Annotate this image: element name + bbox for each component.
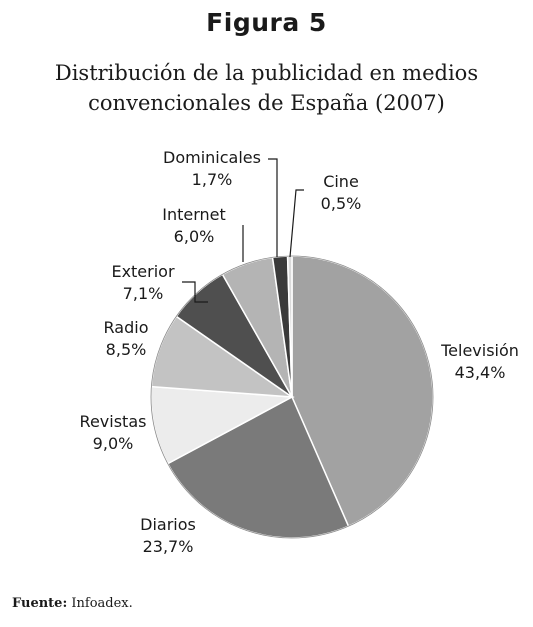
slice-name-cine: Cine — [323, 172, 359, 191]
slice-value-internet: 6,0% — [174, 227, 215, 246]
figure-label: Figura 5 — [206, 8, 327, 37]
chart-title: Distribución de la publicidad en medios … — [0, 58, 533, 118]
source-note: Fuente: Infoadex. — [12, 596, 133, 611]
leader-line-dominicales — [268, 158, 278, 257]
slice-value-television: 43,4% — [455, 363, 506, 382]
slice-value-radio: 8,5% — [106, 340, 147, 359]
slice-name-radio: Radio — [104, 318, 149, 337]
leader-line-cine — [289, 189, 304, 258]
source-label: Fuente: — [12, 596, 68, 611]
slice-value-exterior: 7,1% — [123, 284, 164, 303]
slice-name-internet: Internet — [162, 205, 226, 224]
slice-label-dominicales: Dominicales 1,7% — [163, 148, 261, 189]
slice-value-cine: 0,5% — [321, 194, 362, 213]
slice-name-diarios: Diarios — [140, 515, 196, 534]
slice-value-revistas: 9,0% — [93, 434, 134, 453]
source-value: Infoadex. — [71, 596, 133, 611]
leader-lines — [182, 158, 304, 303]
slice-label-exterior: Exterior 7,1% — [111, 262, 175, 303]
pie-outline — [150, 255, 434, 539]
chart-title-line-1: Distribución de la publicidad en medios — [54, 61, 479, 85]
slice-label-diarios: Diarios 23,7% — [140, 515, 196, 556]
slice-labels: Televisión 43,4%Diarios 23,7%Revistas 9,0%R… — [80, 148, 519, 556]
pie-slices — [150, 255, 434, 539]
leader-line-exterior — [182, 281, 208, 303]
slice-name-revistas: Revistas — [80, 412, 147, 431]
slice-name-dominicales: Dominicales — [163, 148, 261, 167]
slice-label-television: Televisión 43,4% — [440, 341, 519, 382]
slice-name-exterior: Exterior — [111, 262, 175, 281]
slice-name-television: Televisión — [440, 341, 519, 360]
slice-label-internet: Internet 6,0% — [162, 205, 226, 246]
slice-label-revistas: Revistas 9,0% — [80, 412, 147, 453]
slice-value-dominicales: 1,7% — [192, 170, 233, 189]
chart-title-line-2: convencionales de España (2007) — [88, 91, 445, 115]
slice-value-diarios: 23,7% — [143, 537, 194, 556]
slice-label-radio: Radio 8,5% — [104, 318, 149, 359]
slice-label-cine: Cine 0,5% — [321, 172, 362, 213]
